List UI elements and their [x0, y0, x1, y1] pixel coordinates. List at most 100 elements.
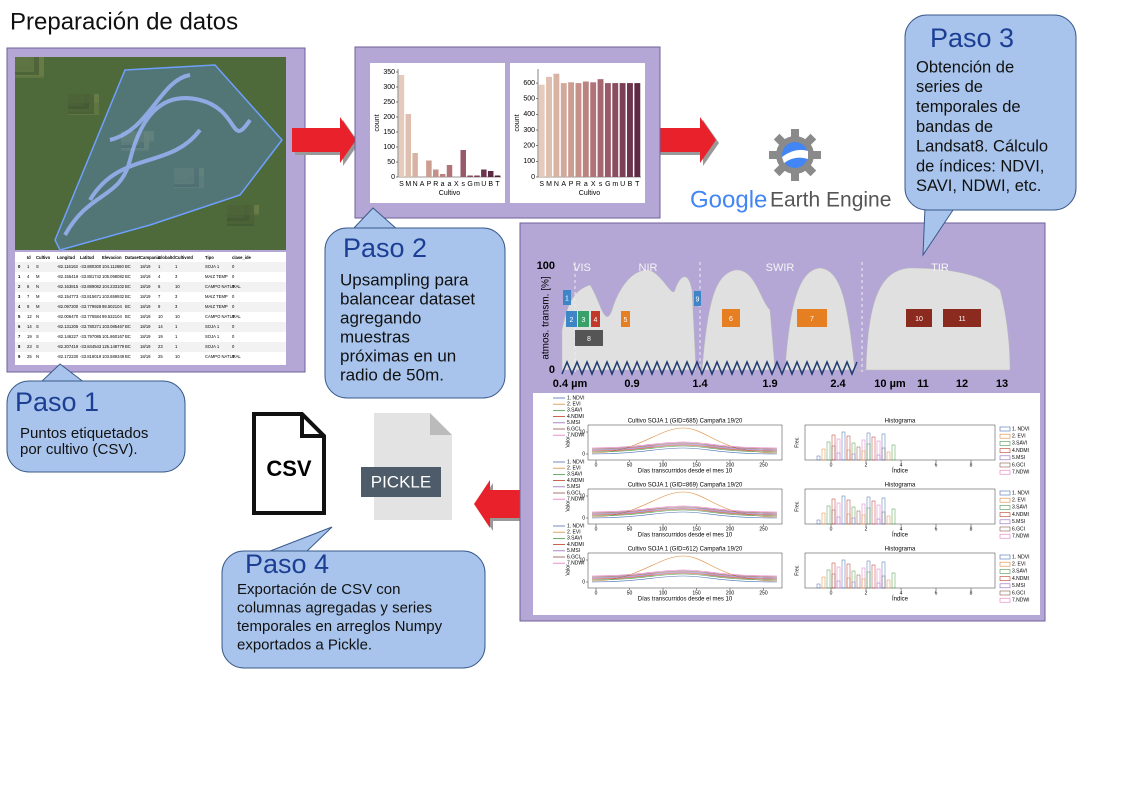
band-label: 3: [582, 317, 586, 324]
hist-bar: [881, 497, 886, 525]
table-cell: 0: [232, 294, 235, 299]
x-tick-label: A: [420, 181, 425, 188]
ts-title: Cultivo SOJA 1 (GID=869) Campaña 19/20: [628, 483, 743, 489]
y-tick-label: 0: [582, 451, 585, 457]
step-heading: Paso 2: [343, 233, 427, 263]
hist-bar: [886, 451, 891, 461]
x-tick-label: 8: [970, 526, 973, 532]
step-text: exportados a Pickle.: [237, 636, 372, 653]
table-stripe: [15, 322, 286, 332]
page-title: Preparación de datos: [10, 8, 238, 35]
legend-label: 1. NDVI: [567, 459, 585, 465]
legend-swatch: [999, 441, 1011, 446]
table-stripe: [15, 282, 286, 292]
hist-bar: [836, 566, 841, 589]
step-text: Upsampling para: [340, 270, 469, 289]
table-cell: 0: [232, 354, 235, 359]
bar: [412, 153, 418, 177]
legend-label: 1. NDVI: [1012, 490, 1030, 496]
x-tick-label: a: [448, 181, 452, 188]
band-box: [797, 309, 827, 327]
bar: [634, 83, 641, 177]
x-tick-label: G: [605, 181, 610, 188]
bar: [560, 83, 567, 177]
table-cell: -33.880300: [80, 264, 102, 269]
table-cell: 101.860167: [102, 334, 125, 339]
table-cell: 9: [18, 354, 21, 359]
hist-title: Histograma: [885, 483, 916, 489]
step-text: Landsat8. Cálculo: [916, 138, 1048, 156]
y-tick-label: 10: [579, 429, 585, 435]
table-cell: 6: [27, 284, 30, 289]
ts-title: Cultivo SOJA 1 (GID=612) Campaña 19/20: [628, 547, 743, 553]
spectrum-xtick: 0.9: [624, 378, 639, 390]
table-cell: CAMPO NATURAL: [205, 354, 241, 359]
y-tick-label: 150: [383, 129, 395, 136]
table-cell: -33.844543: [80, 344, 102, 349]
x-tick-label: 6: [935, 462, 938, 468]
step-text: próximas en un: [340, 346, 456, 365]
hist-bar: [826, 569, 831, 589]
table-cell: 0: [232, 344, 235, 349]
chart-bg: [370, 63, 505, 203]
legend-label: 3.SAVI: [1012, 569, 1027, 575]
legend-swatch: [999, 433, 1011, 439]
table-cell: 14: [27, 324, 32, 329]
ts-ylabel: Valor: [565, 564, 571, 576]
bar: [604, 83, 611, 177]
legend-swatch: [999, 583, 1011, 589]
table-cell: -82.207419: [57, 344, 79, 349]
legend-label: 3.SAVI: [1012, 441, 1027, 447]
x-tick-label: 4: [900, 462, 903, 468]
table-cell: N: [36, 354, 39, 359]
ts-ylabel: Valor: [565, 436, 571, 448]
x-tick-label: 150: [692, 462, 701, 468]
legend-swatch: [999, 462, 1011, 468]
hist-bar: [876, 504, 881, 525]
table-cell: 23: [27, 344, 32, 349]
bar: [481, 169, 487, 177]
x-tick-label: M: [546, 181, 552, 188]
hist-bar: [866, 571, 871, 589]
bar: [582, 81, 589, 177]
table-cell: SOJA 1: [205, 324, 220, 329]
y-axis-label: count: [514, 114, 521, 131]
bar: [575, 83, 582, 177]
bar: [398, 75, 405, 177]
step-text: series de: [916, 78, 983, 96]
bar: [494, 175, 501, 177]
table-cell: 0: [18, 264, 21, 269]
x-tick-label: 0: [830, 526, 833, 532]
ts-ylabel: Valor: [565, 500, 571, 512]
x-tick-label: a: [441, 181, 445, 188]
table-header: clase_ide: [232, 255, 252, 260]
hist-title: Histograma: [885, 547, 916, 553]
step-text: Exportación de CSV con: [237, 581, 400, 598]
bar: [433, 169, 439, 177]
table-cell: 98.502104: [102, 304, 122, 309]
y-tick-label: 250: [383, 99, 395, 106]
hist-bar: [836, 438, 841, 461]
table-cell: 10: [175, 354, 180, 359]
hist-title: Histograma: [885, 419, 916, 425]
band-box: [722, 309, 740, 327]
hist-bar: [866, 507, 871, 525]
x-tick-label: M: [405, 181, 411, 188]
x-tick-label: 6: [935, 590, 938, 596]
hist-axes: [804, 424, 996, 461]
hist-bar: [816, 583, 821, 589]
table-cell: S: [36, 264, 39, 269]
x-tick-label: 150: [692, 526, 701, 532]
spectrum-xtick: 1.9: [762, 378, 777, 390]
band-box: [575, 330, 603, 346]
table-cell: BC: [125, 294, 131, 299]
step-text: Obtención de: [916, 58, 1014, 76]
bar: [597, 79, 604, 177]
table-cell: 18/19: [140, 284, 151, 289]
table-cell: 1: [175, 324, 178, 329]
arrow-left: [474, 480, 525, 528]
bar: [439, 174, 446, 177]
bar: [467, 175, 473, 177]
bubble: [221, 550, 486, 669]
gear-tooth: [791, 129, 799, 139]
